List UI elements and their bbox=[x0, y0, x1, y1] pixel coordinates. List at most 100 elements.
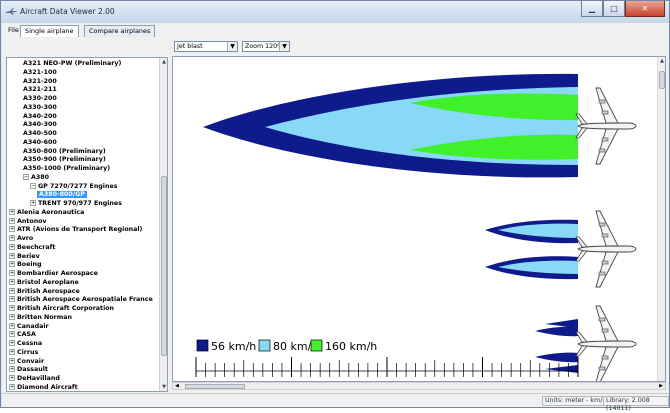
tree-item[interactable]: + Cirrus bbox=[9, 348, 38, 357]
expand-icon[interactable]: + bbox=[9, 287, 15, 294]
tree-item-label: A350-1000 (Preliminary) bbox=[23, 165, 111, 172]
tree-item-label: DeHavilland bbox=[17, 375, 60, 382]
tree-item[interactable]: + Avro bbox=[9, 235, 33, 243]
tree-item[interactable]: + Diamond Aircraft bbox=[9, 383, 78, 391]
tree-item[interactable]: A321-211 bbox=[23, 86, 57, 94]
scroll-left-icon[interactable]: ◀ bbox=[175, 383, 179, 389]
tree-item-label: A340-600 bbox=[23, 138, 57, 146]
scroll-down-icon[interactable]: ▼ bbox=[162, 384, 166, 390]
menu-file[interactable]: File bbox=[8, 26, 19, 34]
tree-item[interactable]: + British Aircraft Corporation bbox=[9, 305, 114, 313]
tree-item[interactable]: + British Aerospace Aerospatiale France bbox=[9, 296, 153, 304]
tree-item[interactable]: + Beriev bbox=[9, 252, 40, 261]
airplane-icon bbox=[575, 87, 637, 165]
canvas-vertical-scrollbar[interactable]: ▲ bbox=[657, 57, 665, 381]
aircraft-tree[interactable]: ▲ ▼ A321 NEO-PW (Preliminary) A321-100 A32… bbox=[6, 57, 168, 392]
tree-item-label: GP 7270/7277 Engines bbox=[38, 182, 118, 190]
expand-icon[interactable]: + bbox=[9, 261, 15, 268]
expand-icon[interactable]: + bbox=[9, 366, 15, 373]
status-bar: Units: meter - km/h Library: 2.008 (1401… bbox=[2, 393, 669, 412]
tree-item[interactable]: + ATR (Avions de Transport Regional) bbox=[9, 226, 142, 234]
tree-item[interactable]: + Canadair bbox=[9, 322, 49, 331]
tree-item[interactable]: A350-900 (Preliminary) bbox=[23, 156, 106, 164]
tree-item[interactable]: − GP 7270/7277 Engines bbox=[30, 182, 118, 191]
expand-icon[interactable]: + bbox=[9, 375, 15, 381]
title-bar[interactable]: Aircraft Data Viewer 2.00 ▁ □ ✕ bbox=[1, 1, 669, 23]
tree-item-label: A350-900 (Preliminary) bbox=[23, 156, 106, 164]
tree-item-label: A330-300 bbox=[23, 103, 57, 111]
tree-item[interactable]: A330-200 bbox=[23, 95, 57, 103]
expand-icon[interactable]: + bbox=[9, 357, 15, 364]
expand-icon[interactable]: + bbox=[9, 208, 15, 215]
tree-item[interactable]: + Bombardier Aerospace bbox=[9, 270, 98, 278]
expand-icon[interactable]: + bbox=[9, 322, 15, 329]
tree-item-label: British Aerospace bbox=[17, 287, 80, 295]
minimize-button[interactable]: ▁ bbox=[581, 1, 603, 17]
canvas-horizontal-scrollbar[interactable]: ◀ ▶ bbox=[172, 382, 666, 390]
tree-item[interactable]: + Dassault bbox=[9, 366, 48, 374]
zoom-select[interactable]: Zoom 120% ▼ bbox=[242, 41, 290, 52]
expand-icon[interactable]: + bbox=[9, 348, 15, 355]
expand-icon[interactable]: + bbox=[9, 217, 15, 224]
tree-item[interactable]: + DeHavilland bbox=[9, 375, 60, 383]
expand-icon[interactable]: + bbox=[9, 313, 15, 320]
tree-item[interactable]: A340-600 bbox=[23, 139, 57, 147]
close-button[interactable]: ✕ bbox=[625, 1, 665, 17]
tab-single-airplane[interactable]: Single airplane bbox=[20, 25, 79, 38]
scroll-up-icon[interactable]: ▲ bbox=[162, 59, 166, 65]
expand-icon[interactable]: + bbox=[9, 331, 15, 338]
tree-item-label: CASA bbox=[17, 331, 36, 339]
tree-item[interactable]: A321-100 bbox=[23, 69, 57, 77]
tree-item[interactable]: A340-300 bbox=[23, 121, 57, 129]
collapse-icon[interactable]: − bbox=[23, 173, 29, 180]
tree-item[interactable]: A340-200 bbox=[23, 113, 57, 121]
tree-item[interactable]: A350-1000 (Preliminary) bbox=[23, 165, 110, 173]
expand-icon[interactable]: + bbox=[9, 235, 15, 241]
tree-item-label: A321 NEO-PW (Preliminary) bbox=[23, 60, 122, 67]
expand-icon[interactable]: + bbox=[9, 278, 15, 285]
tree-item[interactable]: A340-500 bbox=[23, 130, 57, 138]
tree-item-label: Alenia Aeronautica bbox=[17, 208, 85, 216]
view-mode-select[interactable]: Jet blast ▼ bbox=[174, 41, 238, 52]
tree-item-label: A321-211 bbox=[23, 86, 57, 94]
expand-icon[interactable]: + bbox=[9, 270, 15, 276]
tree-scroll-thumb[interactable] bbox=[161, 176, 167, 356]
tree-item[interactable]: + CASA bbox=[9, 331, 36, 339]
tree-item[interactable]: + Bristol Aeroplane bbox=[9, 278, 79, 287]
tree-item[interactable]: A380-800/GP bbox=[37, 191, 87, 199]
tab-compare-airplanes[interactable]: Compare airplanes bbox=[84, 25, 156, 37]
tree-item-label: Canadair bbox=[17, 322, 49, 330]
scroll-up-icon[interactable]: ▲ bbox=[660, 58, 664, 64]
canvas-scroll-thumb[interactable] bbox=[659, 71, 665, 89]
tree-item[interactable]: A321 NEO-PW (Preliminary) bbox=[23, 60, 121, 68]
distance-scale: 400 m300 m200 m100 m0 m bbox=[195, 357, 579, 377]
tree-item[interactable]: + Beechcraft bbox=[9, 243, 55, 252]
tree-item[interactable]: A330-300 bbox=[23, 104, 57, 112]
tree-item[interactable]: + Alenia Aeronautica bbox=[9, 208, 85, 217]
tree-item[interactable]: + Boeing bbox=[9, 261, 42, 269]
tree-item[interactable]: − A380 bbox=[23, 173, 49, 182]
tree-item[interactable]: A350-800 (Preliminary) bbox=[23, 148, 106, 156]
expand-icon[interactable]: + bbox=[9, 383, 15, 390]
scroll-right-icon[interactable]: ▶ bbox=[659, 383, 663, 389]
canvas-hscroll-thumb[interactable] bbox=[185, 384, 245, 389]
airplane-icon bbox=[575, 305, 637, 381]
expand-icon[interactable]: + bbox=[9, 252, 15, 259]
tree-scrollbar[interactable]: ▲ ▼ bbox=[159, 58, 167, 391]
expand-icon[interactable]: + bbox=[9, 226, 15, 233]
tree-item[interactable]: + British Aerospace bbox=[9, 287, 80, 296]
tree-item[interactable]: + TRENT 970/977 Engines bbox=[30, 200, 122, 208]
expand-icon[interactable]: + bbox=[9, 296, 15, 303]
tree-item[interactable]: + Antonov bbox=[9, 217, 47, 226]
tree-item[interactable]: + Britten Norman bbox=[9, 313, 72, 322]
maximize-button[interactable]: □ bbox=[603, 1, 625, 17]
tree-item[interactable]: + Cessna bbox=[9, 340, 42, 348]
expand-icon[interactable]: + bbox=[9, 340, 15, 346]
expand-icon[interactable]: + bbox=[9, 305, 15, 311]
collapse-icon[interactable]: − bbox=[30, 182, 36, 189]
expand-icon[interactable]: + bbox=[30, 200, 36, 206]
expand-icon[interactable]: + bbox=[9, 243, 15, 250]
tree-item[interactable]: + Convair bbox=[9, 357, 44, 366]
tree-item[interactable]: A321-200 bbox=[23, 78, 57, 86]
